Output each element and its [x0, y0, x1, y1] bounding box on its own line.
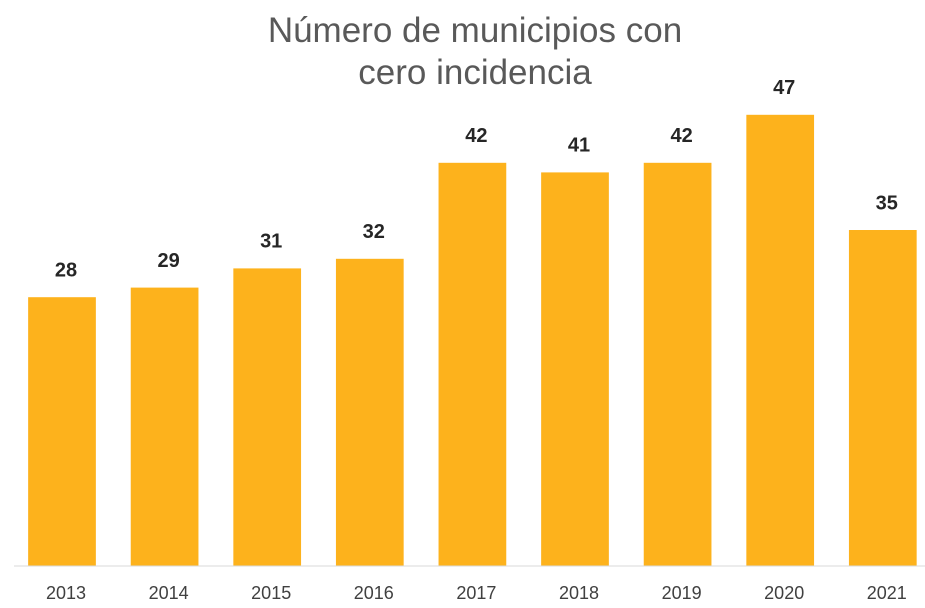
x-tick-label: 2017 — [456, 583, 496, 603]
bar — [130, 287, 199, 566]
value-label: 42 — [670, 125, 692, 147]
bar — [643, 162, 712, 567]
bar — [746, 114, 815, 567]
x-tick-label: 2013 — [46, 583, 86, 603]
x-tick-label: 2016 — [354, 583, 394, 603]
value-label: 35 — [876, 192, 898, 214]
x-tick-label: 2019 — [662, 583, 702, 603]
bar — [233, 268, 302, 566]
value-label: 42 — [465, 125, 487, 147]
value-label: 47 — [773, 77, 795, 99]
value-label: 29 — [157, 250, 179, 272]
bar — [848, 230, 917, 566]
bar — [335, 258, 404, 566]
bar — [28, 297, 96, 566]
value-label: 41 — [568, 135, 590, 157]
x-tick-label: 2021 — [867, 583, 907, 603]
bar — [438, 162, 507, 567]
x-tick-label: 2014 — [149, 583, 189, 603]
chart-title: Número de municipios con cero incidencia — [267, 11, 683, 92]
bar — [541, 172, 609, 566]
value-label: 32 — [363, 221, 385, 243]
value-label: 28 — [55, 259, 77, 281]
x-tick-label: 2018 — [559, 583, 599, 603]
x-tick-label: 2015 — [251, 583, 291, 603]
x-tick-label: 2020 — [764, 583, 804, 603]
value-label: 31 — [260, 231, 282, 253]
